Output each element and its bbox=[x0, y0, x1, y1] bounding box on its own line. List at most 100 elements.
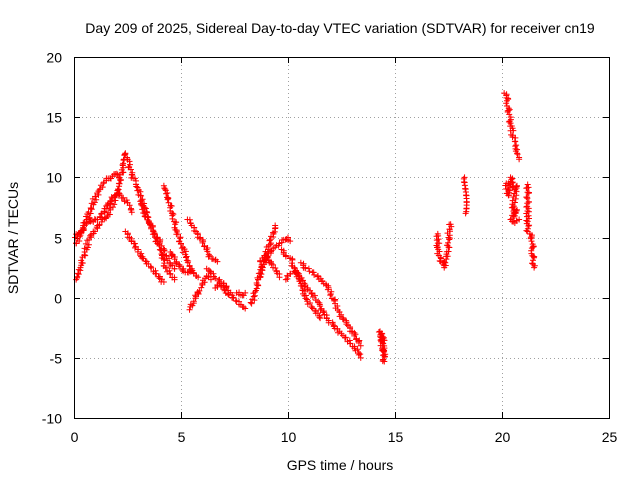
data-point bbox=[113, 170, 120, 177]
data-point bbox=[435, 236, 442, 243]
data-point bbox=[93, 196, 100, 203]
chart-title: Day 209 of 2025, Sidereal Day-to-day VTE… bbox=[85, 20, 595, 36]
data-point bbox=[528, 245, 535, 252]
data-point bbox=[287, 238, 294, 245]
data-point bbox=[308, 304, 315, 311]
data-point bbox=[174, 231, 181, 238]
data-point bbox=[153, 235, 160, 242]
data-layer bbox=[72, 90, 538, 365]
data-point bbox=[351, 345, 358, 352]
data-point bbox=[380, 340, 387, 347]
x-tick-label: 10 bbox=[281, 429, 297, 445]
data-point bbox=[357, 354, 364, 361]
data-point bbox=[168, 252, 175, 259]
data-point bbox=[436, 257, 443, 264]
data-point bbox=[442, 259, 449, 266]
y-tick-label: -5 bbox=[50, 351, 63, 367]
data-point bbox=[74, 273, 81, 280]
data-point bbox=[327, 292, 334, 299]
data-point bbox=[88, 200, 95, 207]
data-point bbox=[88, 206, 95, 213]
data-point bbox=[164, 196, 171, 203]
data-point bbox=[299, 277, 306, 284]
data-point bbox=[141, 213, 148, 220]
data-point bbox=[317, 315, 324, 322]
data-point bbox=[282, 253, 289, 260]
data-point bbox=[128, 209, 135, 216]
data-point bbox=[528, 238, 535, 245]
data-point bbox=[272, 222, 279, 229]
data-point bbox=[88, 231, 95, 238]
data-point bbox=[186, 306, 193, 313]
data-point bbox=[513, 150, 520, 157]
data-point bbox=[198, 284, 205, 291]
data-point bbox=[531, 264, 538, 271]
data-point bbox=[195, 274, 202, 281]
data-point bbox=[282, 276, 289, 283]
data-point bbox=[115, 174, 122, 181]
y-tick-label: 10 bbox=[46, 170, 62, 186]
data-point bbox=[177, 240, 184, 247]
data-point bbox=[296, 276, 303, 283]
data-point bbox=[516, 156, 523, 163]
data-point bbox=[87, 204, 94, 211]
data-point bbox=[289, 256, 296, 263]
data-point bbox=[381, 353, 388, 360]
data-point bbox=[167, 271, 174, 278]
data-point bbox=[523, 194, 530, 201]
data-point bbox=[248, 300, 255, 307]
data-point bbox=[92, 193, 99, 200]
data-point bbox=[307, 300, 314, 307]
data-point bbox=[232, 297, 239, 304]
data-point bbox=[114, 187, 121, 194]
x-tick-label: 5 bbox=[178, 429, 186, 445]
data-point bbox=[354, 346, 361, 353]
data-point bbox=[336, 313, 343, 320]
data-point bbox=[170, 211, 177, 218]
data-point bbox=[134, 187, 141, 194]
data-point bbox=[380, 346, 387, 353]
data-point bbox=[308, 291, 315, 298]
data-point bbox=[525, 223, 532, 230]
x-axis-label: GPS time / hours bbox=[287, 457, 394, 473]
data-point bbox=[190, 298, 197, 305]
data-point bbox=[78, 257, 85, 264]
data-point bbox=[84, 244, 91, 251]
data-point bbox=[162, 264, 169, 271]
data-point bbox=[74, 270, 81, 277]
data-point bbox=[185, 269, 192, 276]
data-point bbox=[207, 276, 214, 283]
data-point bbox=[114, 171, 121, 178]
data-point bbox=[252, 288, 259, 295]
data-point bbox=[291, 268, 298, 275]
data-point bbox=[276, 274, 283, 281]
data-point bbox=[343, 321, 350, 328]
data-point bbox=[155, 241, 162, 248]
data-point bbox=[127, 166, 134, 173]
data-point bbox=[122, 151, 129, 158]
data-point bbox=[141, 205, 148, 212]
data-point bbox=[529, 260, 536, 267]
data-point bbox=[182, 248, 189, 255]
data-point bbox=[273, 267, 280, 274]
data-point bbox=[527, 235, 534, 242]
data-point bbox=[201, 243, 208, 250]
data-point bbox=[512, 195, 519, 202]
data-point bbox=[357, 351, 364, 358]
data-point bbox=[172, 221, 179, 228]
data-point bbox=[526, 222, 533, 229]
data-point bbox=[131, 244, 138, 251]
data-point bbox=[267, 236, 274, 243]
data-point bbox=[133, 183, 140, 190]
data-point bbox=[254, 274, 261, 281]
data-point bbox=[257, 273, 264, 280]
data-point bbox=[514, 151, 521, 158]
x-tick-label: 25 bbox=[602, 429, 618, 445]
data-point bbox=[324, 286, 331, 293]
data-point bbox=[96, 213, 103, 220]
data-point bbox=[142, 258, 149, 265]
data-point bbox=[196, 235, 203, 242]
data-point bbox=[261, 252, 268, 259]
data-point bbox=[81, 245, 88, 252]
